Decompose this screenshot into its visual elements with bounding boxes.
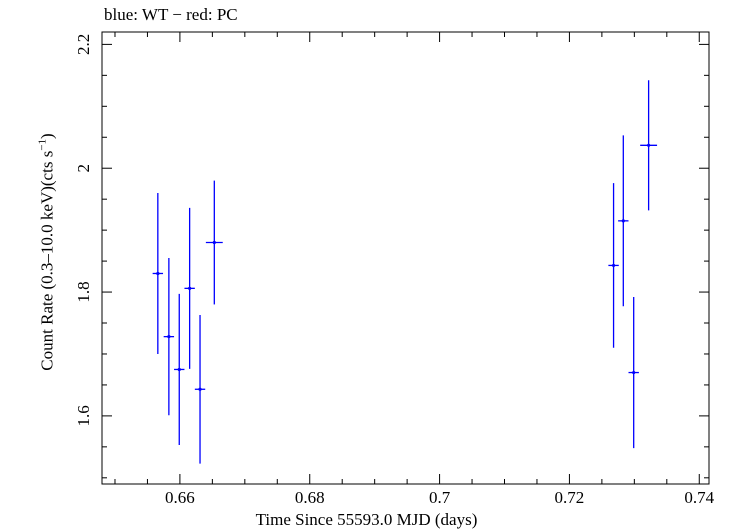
x-tick-label: 0.68 xyxy=(295,488,325,507)
point-marker xyxy=(177,367,181,372)
plot-frame xyxy=(101,31,710,485)
data-point xyxy=(608,183,619,348)
y-tick-label: 1.6 xyxy=(74,405,93,426)
x-axis-label: Time Since 55593.0 MJD (days) xyxy=(255,510,478,529)
y-axis-label-end: ) xyxy=(37,133,57,139)
data-point xyxy=(205,180,223,305)
data-point xyxy=(628,297,639,449)
x-tick-label: 0.7 xyxy=(429,488,451,507)
data-point xyxy=(640,80,658,211)
point-marker xyxy=(212,240,216,245)
y-tick-label: 1.8 xyxy=(74,281,93,302)
point-marker xyxy=(621,219,625,223)
x-tick-label: 0.74 xyxy=(684,488,714,507)
point-marker xyxy=(611,263,616,268)
point-marker xyxy=(198,387,202,391)
x-tick-label: 0.72 xyxy=(555,488,585,507)
point-marker xyxy=(647,143,651,147)
y-axis-label-main: Count Rate (0.3–10.0 keV)(cts s xyxy=(37,150,57,371)
data-point xyxy=(184,207,195,369)
data-point xyxy=(174,293,185,445)
x-tick-label: 0.66 xyxy=(165,488,195,507)
chart-title: blue: WT − red: PC xyxy=(104,5,238,24)
y-axis-label-exponent: −1 xyxy=(36,138,49,151)
point-marker xyxy=(167,335,171,339)
point-marker xyxy=(156,271,160,276)
y-tick-label: 2 xyxy=(74,164,93,173)
point-marker xyxy=(632,370,636,375)
data-point xyxy=(618,135,629,307)
y-tick-label: 2.2 xyxy=(74,34,93,55)
y-axis-label: Count Rate (0.3–10.0 keV)(cts s−1) xyxy=(37,133,58,370)
data-point xyxy=(163,258,175,416)
axis-ticks xyxy=(102,32,709,484)
data-point xyxy=(152,192,164,354)
data-points xyxy=(152,80,658,464)
point-marker xyxy=(188,286,192,290)
data-point xyxy=(194,314,206,464)
axis-tick-labels: 0.66 0.68 0.7 0.72 0.74 1.6 1.8 2 2.2 xyxy=(74,34,715,507)
